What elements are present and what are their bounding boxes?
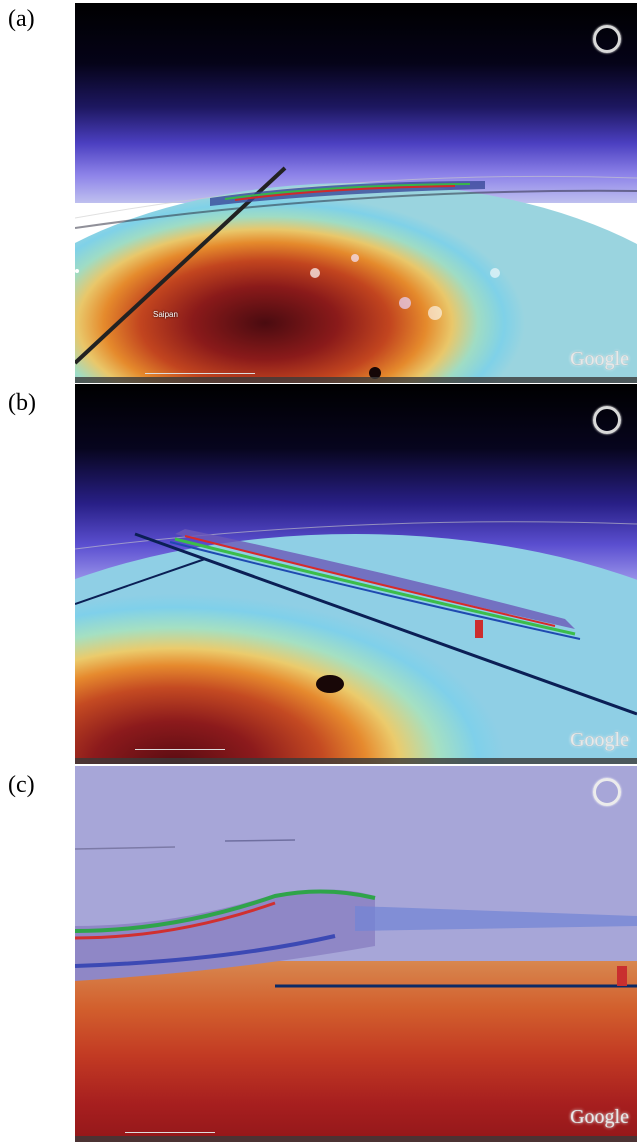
earth-view-panel-a[interactable]: Saipan Google (75, 3, 637, 383)
radar-reflectivity-ground (75, 961, 637, 1142)
google-logo: Google (570, 729, 629, 751)
earth-view-panel-b[interactable]: Google (75, 384, 637, 764)
compass-ring-icon[interactable] (593, 778, 621, 806)
overlay-graphics (75, 521, 637, 716)
overlay-graphics (75, 839, 637, 988)
status-bar (75, 758, 637, 764)
scale-bar (125, 1132, 215, 1133)
panel-label-b: (b) (8, 390, 36, 416)
scale-bar (135, 749, 225, 750)
status-bar (75, 377, 637, 383)
location-marker[interactable] (75, 269, 79, 273)
scale-bar (145, 373, 255, 374)
compass-ring-icon[interactable] (593, 406, 621, 434)
google-logo: Google (570, 1106, 629, 1128)
compass-ring-icon[interactable] (593, 25, 621, 53)
earth-view-panel-c[interactable]: Google (75, 766, 637, 1142)
panel-label-c: (c) (8, 772, 35, 798)
overlay-graphics (75, 166, 637, 379)
globe-scene[interactable] (75, 384, 637, 764)
globe-scene[interactable] (75, 766, 637, 1142)
globe-scene[interactable]: Saipan (75, 3, 637, 383)
google-logo: Google (570, 348, 629, 370)
place-label-saipan[interactable]: Saipan (153, 310, 178, 319)
status-bar (75, 1136, 637, 1142)
sky (75, 3, 637, 203)
panel-label-a: (a) (8, 6, 35, 32)
